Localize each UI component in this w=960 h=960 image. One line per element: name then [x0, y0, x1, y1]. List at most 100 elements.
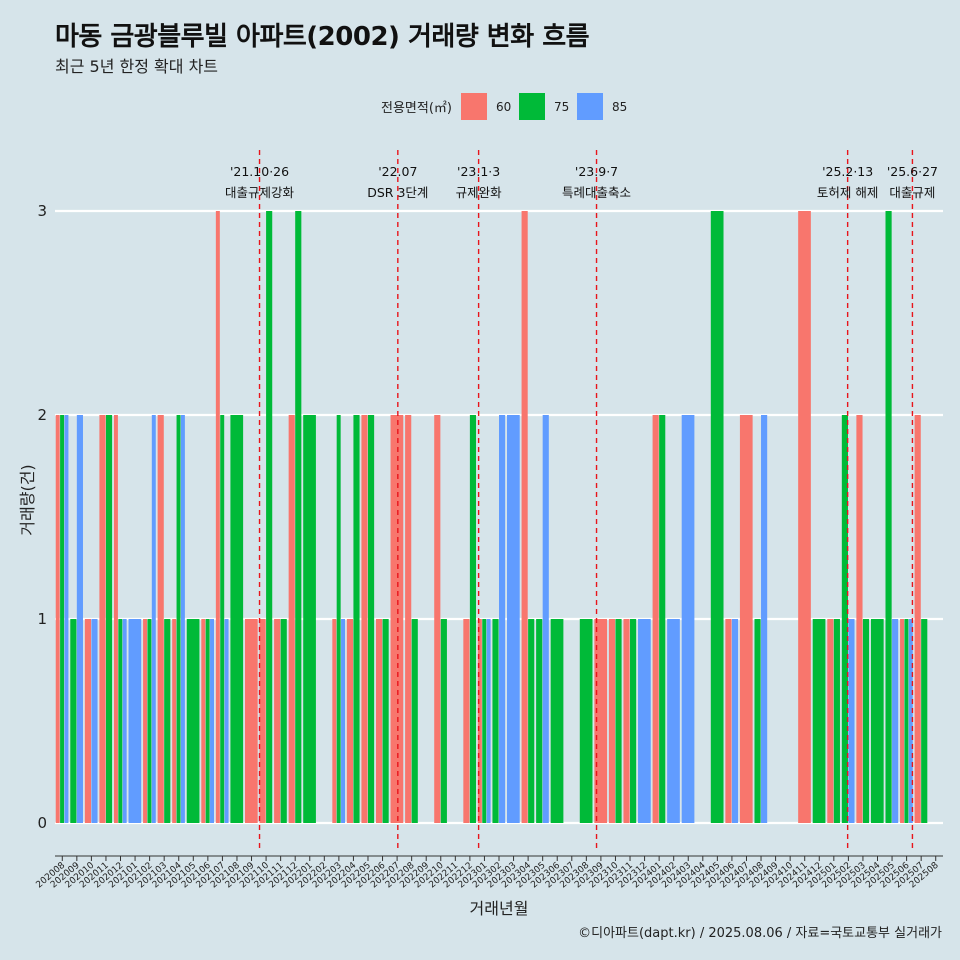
bar-202106-85 — [210, 619, 215, 823]
bar-202505-85 — [892, 619, 899, 823]
event-name-label: 토허제 해제 — [817, 185, 878, 200]
y-tick-label: 0 — [37, 814, 47, 832]
bar-202101-85 — [128, 619, 142, 823]
legend-swatch-75 — [519, 93, 545, 120]
bar-202406-85 — [731, 619, 739, 823]
bar-202204-60 — [346, 619, 354, 823]
event-date-label: '22.07 — [378, 164, 417, 179]
bar-202110-75 — [266, 211, 273, 823]
bar-202504-75 — [870, 619, 884, 823]
event-name-label: DSR 3단계 — [367, 185, 428, 200]
bar-202305-85 — [542, 415, 549, 823]
bar-202412-75 — [812, 619, 826, 823]
bar-202102-60 — [143, 619, 148, 823]
bar-202402-85 — [667, 619, 680, 823]
bar-202008-60 — [55, 415, 60, 823]
bar-202301-60 — [477, 619, 482, 823]
bar-202208-75 — [411, 619, 418, 823]
bar-202208-60 — [405, 415, 412, 823]
bar-202204-75 — [353, 415, 360, 823]
bar-202010-85 — [91, 619, 98, 823]
y-tick-label: 1 — [37, 610, 47, 628]
bar-202112-60 — [288, 415, 295, 823]
bar-202301-85 — [486, 619, 491, 823]
bar-202111-60 — [274, 619, 281, 823]
bar-202110-60 — [259, 619, 266, 823]
bar-202205-60 — [361, 415, 368, 823]
bar-202311-75 — [630, 619, 637, 823]
bar-202502-85 — [848, 619, 855, 823]
bar-202206-60 — [375, 619, 383, 823]
y-axis-title: 거래량(건) — [18, 464, 37, 535]
bar-202308-75 — [579, 619, 593, 823]
bar-202104-75 — [176, 415, 181, 823]
bar-202012-75 — [118, 619, 123, 823]
bar-202304-75 — [528, 619, 535, 823]
bar-202103-60 — [157, 415, 164, 823]
bar-202012-60 — [113, 415, 118, 823]
legend-label-75: 75 — [554, 100, 569, 114]
y-tick-label: 2 — [37, 406, 47, 424]
bar-202303-85 — [507, 415, 520, 823]
event-date-label: '25.2·13 — [822, 164, 873, 179]
bar-202507-75 — [921, 619, 928, 823]
event-name-label: 대출규제 — [889, 185, 935, 200]
chart-subtitle: 최근 5년 한정 확대 차트 — [55, 57, 219, 76]
bar-202502-75 — [841, 415, 848, 823]
event-date-label: '23.9·7 — [575, 164, 618, 179]
bar-202203-60 — [332, 619, 337, 823]
bar-202506-60 — [900, 619, 905, 823]
bar-202008-75 — [60, 415, 65, 823]
legend-swatch-60 — [461, 93, 487, 120]
bar-202212-75 — [469, 415, 477, 823]
event-date-label: '21.10·26 — [230, 164, 289, 179]
bar-202310-60 — [608, 619, 616, 823]
chart-title: 마동 금광블루빌 아파트(2002) 거래량 변화 흐름 — [55, 22, 590, 52]
bar-202310-75 — [615, 619, 622, 823]
bar-202009-85 — [76, 415, 83, 823]
bar-202301-75 — [482, 619, 487, 823]
bar-202207-60 — [390, 415, 404, 823]
bar-202106-75 — [205, 619, 210, 823]
bar-202507-60 — [914, 415, 921, 823]
bar-202107-60 — [215, 211, 220, 823]
bar-202107-75 — [220, 415, 225, 823]
bar-202411-60 — [798, 211, 811, 823]
bar-202305-75 — [536, 619, 543, 823]
bar-202102-75 — [147, 619, 152, 823]
y-tick-label: 3 — [37, 202, 47, 220]
bar-202212-60 — [463, 619, 470, 823]
bar-202503-75 — [862, 619, 870, 823]
bar-202501-75 — [833, 619, 840, 823]
bar-202506-85 — [908, 619, 913, 823]
bar-202505-75 — [885, 211, 892, 823]
bar-202102-85 — [151, 415, 156, 823]
bar-202408-85 — [761, 415, 768, 823]
bar-202105-75 — [186, 619, 200, 823]
bar-202206-75 — [382, 619, 389, 823]
chart-caption: ©디아파트(dapt.kr) / 2025.08.06 / 자료=국토교통부 실… — [578, 926, 942, 941]
bar-202309-60 — [594, 619, 608, 823]
bar-202203-85 — [341, 619, 346, 823]
bar-202311-60 — [623, 619, 630, 823]
bar-202008-85 — [64, 415, 69, 823]
bar-202104-85 — [180, 415, 185, 823]
bar-202210-75 — [440, 619, 447, 823]
bar-202304-60 — [521, 211, 528, 823]
bar-202210-60 — [434, 415, 441, 823]
event-name-label: 특례대출축소 — [562, 185, 631, 200]
bar-202010-60 — [84, 619, 91, 823]
legend-label-60: 60 — [496, 100, 511, 114]
bar-202012-85 — [122, 619, 127, 823]
bar-202306-75 — [550, 619, 564, 823]
event-date-label: '23.1·3 — [457, 164, 500, 179]
legend-title: 전용면적(㎡) — [381, 101, 452, 116]
bar-202503-60 — [856, 415, 863, 823]
bar-202406-60 — [725, 619, 732, 823]
bar-202107-85 — [224, 619, 229, 823]
bar-202108-75 — [230, 415, 244, 823]
bar-202205-75 — [367, 415, 375, 823]
bar-202106-60 — [201, 619, 206, 823]
